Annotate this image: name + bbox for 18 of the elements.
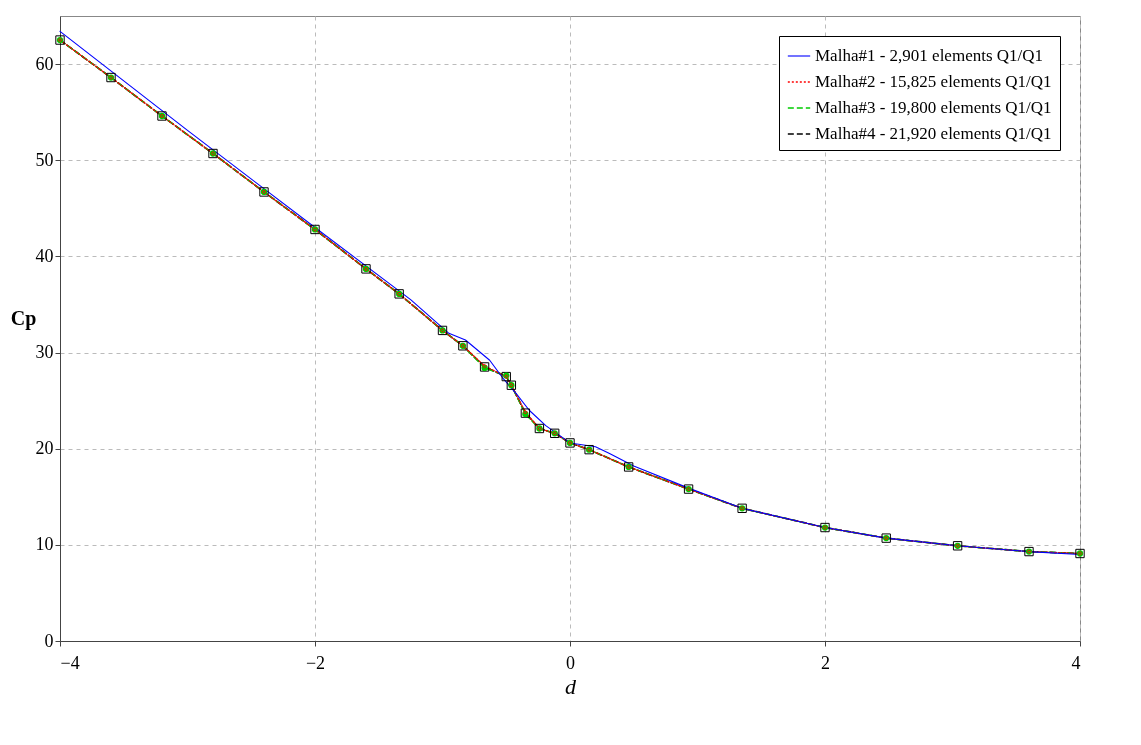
x-axis-title: d [565, 673, 577, 699]
y-tick-label: 0 [44, 630, 54, 651]
y-tick-label: 10 [35, 534, 54, 555]
x-tick-label: 4 [1071, 652, 1081, 673]
x-tick-label: −2 [305, 652, 326, 673]
y-tick-label: 20 [35, 438, 54, 459]
x-tick-label: 0 [566, 652, 575, 673]
legend-label: Malha#1 - 2,901 elements Q1/Q1 [815, 46, 1044, 65]
legend-label: Malha#2 - 15,825 elements Q1/Q1 [815, 72, 1052, 91]
y-tick-label: 50 [35, 149, 54, 170]
y-tick-label: 40 [35, 245, 54, 266]
legend-label: Malha#4 - 21,920 elements Q1/Q1 [815, 124, 1052, 143]
y-tick-label: 60 [35, 53, 54, 74]
legend-label: Malha#3 - 19,800 elements Q1/Q1 [815, 98, 1052, 117]
x-tick-label: 2 [821, 652, 830, 673]
y-tick-label: 30 [35, 342, 54, 363]
y-axis-title: Cp [10, 307, 37, 330]
x-tick-label: −4 [60, 652, 80, 673]
